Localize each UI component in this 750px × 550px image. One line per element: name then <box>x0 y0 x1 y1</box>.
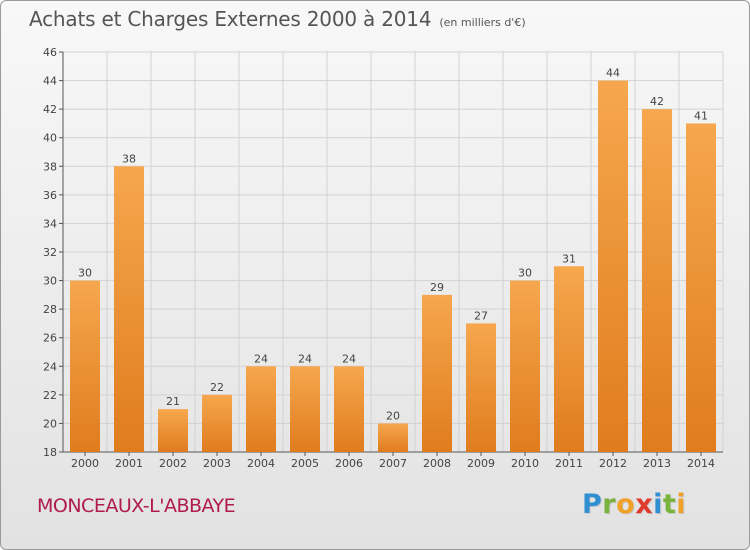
bar-value-label: 20 <box>386 409 400 422</box>
proxiti-logo[interactable]: Proxiti <box>582 489 686 520</box>
logo-letter: r <box>602 489 617 520</box>
logo-letter: t <box>662 489 677 520</box>
x-tick-label: 2006 <box>335 457 363 470</box>
y-tick-label: 18 <box>43 446 57 459</box>
bar-value-label: 22 <box>210 381 224 394</box>
y-tick-label: 42 <box>43 103 57 116</box>
logo-letter: o <box>616 489 636 520</box>
bar[interactable] <box>334 366 364 452</box>
logo-letter: x <box>635 489 654 520</box>
y-tick-label: 38 <box>43 160 57 173</box>
y-tick-label: 22 <box>43 389 57 402</box>
bar-value-label: 24 <box>342 352 356 365</box>
bar-value-label: 31 <box>562 252 576 265</box>
bars <box>70 80 716 453</box>
logo-letter: i <box>653 489 663 520</box>
x-tick-label: 2007 <box>379 457 407 470</box>
bar[interactable] <box>642 109 672 453</box>
y-tick-label: 36 <box>43 189 57 202</box>
bar[interactable] <box>114 166 144 453</box>
y-tick-label: 46 <box>43 46 57 59</box>
commune-name: MONCEAUX-L'ABBAYE <box>37 495 236 517</box>
chart-title: Achats et Charges Externes 2000 à 2014 <box>29 7 432 31</box>
chart-subtitle: (en milliers d'€) <box>439 16 526 29</box>
bar[interactable] <box>422 294 452 452</box>
y-tick-label: 32 <box>43 246 57 259</box>
y-tick-label: 30 <box>43 275 57 288</box>
y-tick-label: 34 <box>43 217 57 230</box>
bar[interactable] <box>466 323 496 452</box>
y-tick-label: 24 <box>43 360 57 373</box>
bar[interactable] <box>378 423 408 452</box>
bar-value-label: 44 <box>606 67 620 80</box>
chart-title-block: Achats et Charges Externes 2000 à 2014 (e… <box>29 7 526 31</box>
bar-value-label: 41 <box>694 109 708 122</box>
bar[interactable] <box>510 280 540 452</box>
bar-value-label: 21 <box>166 395 180 408</box>
bar-value-label: 29 <box>430 281 444 294</box>
bar-value-label: 27 <box>474 309 488 322</box>
x-tick-label: 2004 <box>247 457 275 470</box>
bar[interactable] <box>554 266 584 452</box>
y-tick-label: 20 <box>43 417 57 430</box>
x-tick-label: 2000 <box>71 457 99 470</box>
y-tick-label: 26 <box>43 332 57 345</box>
x-tick-label: 2002 <box>159 457 187 470</box>
logo-letter: P <box>582 489 603 520</box>
y-tick-label: 40 <box>43 132 57 145</box>
bar-value-label: 38 <box>122 152 136 165</box>
y-tick-label: 28 <box>43 303 57 316</box>
x-tick-label: 2013 <box>643 457 671 470</box>
y-tick-label: 44 <box>43 75 57 88</box>
bar[interactable] <box>598 80 628 453</box>
value-labels: 30 38 21 22 24 24 24 20 29 27 30 31 44 42 41 <box>78 67 708 423</box>
tick-labels: 18 20 22 24 26 28 30 32 34 36 38 40 42 44 46 2000 2001 20… <box>43 46 715 470</box>
x-tick-label: 2011 <box>555 457 583 470</box>
bar[interactable] <box>70 280 100 452</box>
x-tick-label: 2001 <box>115 457 143 470</box>
x-tick-label: 2005 <box>291 457 319 470</box>
bar-value-label: 30 <box>78 267 92 280</box>
bar-value-label: 24 <box>254 352 268 365</box>
x-tick-label: 2010 <box>511 457 539 470</box>
x-tick-label: 2009 <box>467 457 495 470</box>
bar-value-label: 42 <box>650 95 664 108</box>
logo-letter: i <box>676 489 687 520</box>
bar[interactable] <box>290 366 320 452</box>
x-tick-label: 2014 <box>687 457 715 470</box>
x-tick-label: 2003 <box>203 457 231 470</box>
bar[interactable] <box>686 123 716 452</box>
x-tick-label: 2008 <box>423 457 451 470</box>
x-tick-label: 2012 <box>599 457 627 470</box>
bar-value-label: 24 <box>298 352 312 365</box>
bar[interactable] <box>246 366 276 452</box>
bar[interactable] <box>202 394 232 452</box>
bar-value-label: 30 <box>518 267 532 280</box>
bar[interactable] <box>158 409 188 452</box>
